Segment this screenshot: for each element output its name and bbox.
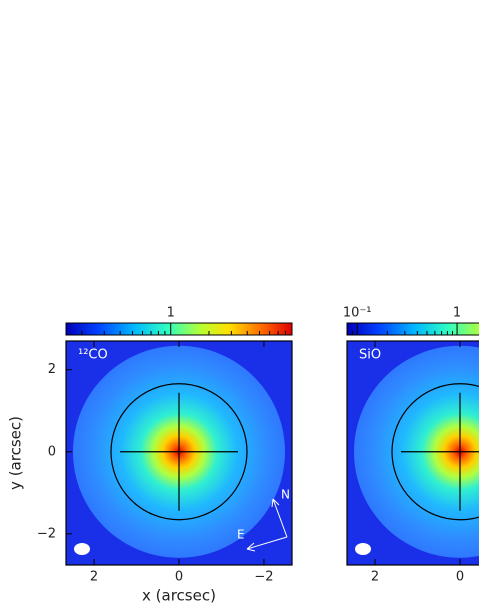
y-axis-label: y (arcsec) [7, 416, 25, 490]
x-tick-label: 0 [175, 570, 183, 585]
map: ¹²CO N E [66, 341, 292, 565]
x-tick-label: 2 [90, 570, 98, 585]
colorbar-tick-label: 10⁻¹ [343, 306, 372, 321]
x-tick-label: 0 [456, 570, 464, 585]
x-axis-label: x (arcsec) [142, 587, 216, 605]
y-tick-label: 2 [48, 362, 56, 377]
aperture [110, 383, 248, 521]
compass-label: N [281, 488, 290, 502]
compass-arrow [271, 498, 288, 538]
y-tick-label: 0 [48, 444, 56, 459]
colorbar [346, 322, 479, 336]
x-tick-label: 2 [371, 570, 379, 585]
colorbar-tick-label: 1 [167, 306, 175, 321]
y-tick-label: −2 [37, 526, 56, 541]
map: SiO [347, 341, 479, 565]
panel: 1 ¹²CO N E 2 0 −2 −2 0 2 x (arcsec) y (arcsec) [7, 306, 293, 605]
map-label: SiO [359, 348, 381, 363]
map-label: ¹²CO [78, 348, 108, 363]
beam [74, 543, 90, 555]
colorbar-tick-label: 1 [453, 306, 461, 321]
colorbar [65, 322, 293, 336]
compass-arrow [246, 536, 288, 552]
x-tick-label: −2 [254, 570, 273, 585]
panel: 10⁻¹ 1 SiO 2 0 [343, 306, 479, 585]
beam [355, 543, 371, 555]
aperture [391, 383, 479, 521]
compass-label: E [237, 528, 245, 542]
